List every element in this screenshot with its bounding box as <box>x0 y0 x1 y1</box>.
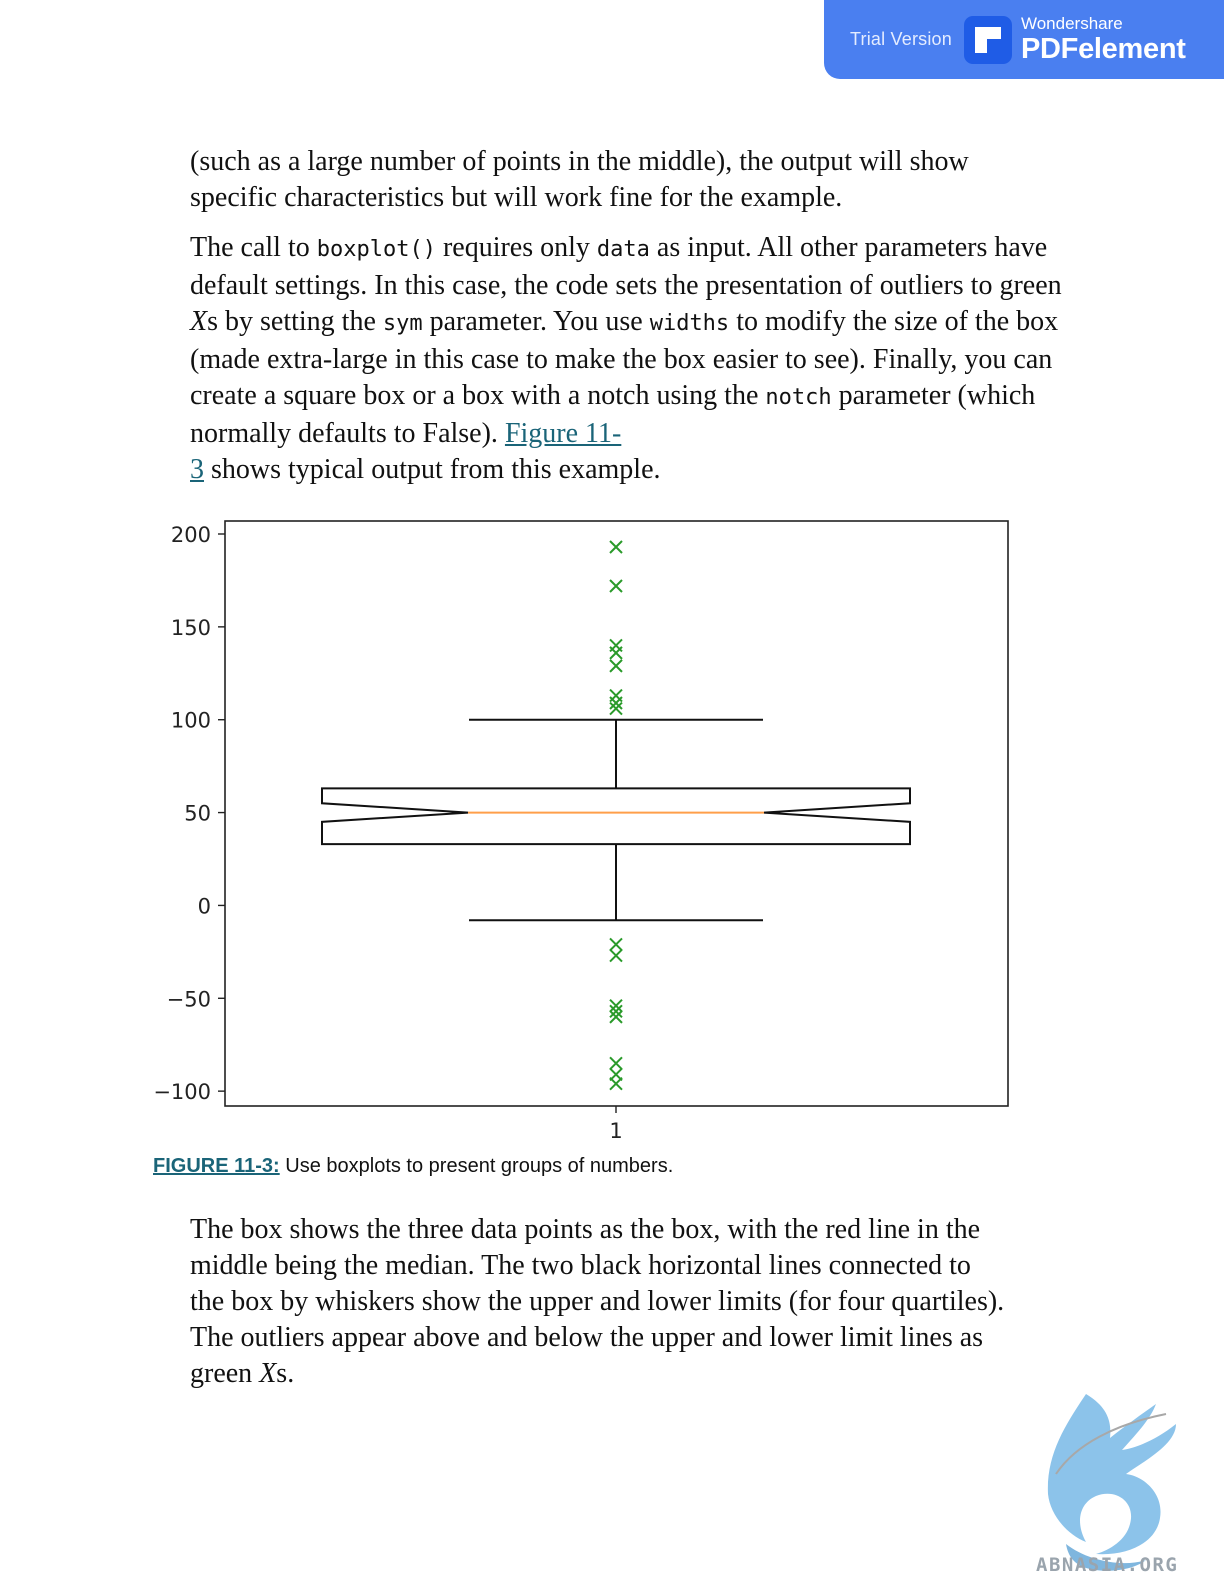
y-tick-label: 200 <box>171 523 211 547</box>
y-tick-label: 100 <box>171 709 211 733</box>
outlier-point <box>609 540 623 554</box>
code-data: data <box>596 237 650 262</box>
brand-large: PDFelement <box>1020 32 1186 65</box>
code-widths: widths <box>649 311 730 336</box>
outlier-point <box>609 1056 623 1070</box>
y-tick-label: 150 <box>171 616 211 640</box>
text-run: s by setting the <box>207 306 383 337</box>
griffin-logo-icon <box>1047 1394 1176 1571</box>
outlier-point <box>609 579 623 593</box>
figure-caption-label: FIGURE 11-3: <box>153 1155 280 1177</box>
text-line: specific characteristics but will work f… <box>190 182 843 213</box>
pdfelement-logo-icon <box>963 15 1012 64</box>
text-line: The box shows the three data points as t… <box>190 1214 981 1245</box>
outlier-point <box>609 1010 623 1024</box>
code-notch: notch <box>765 385 832 410</box>
outlier-point <box>609 1077 623 1091</box>
text-run: shows typical output from this example. <box>204 454 661 485</box>
text-run: parameter. You use <box>422 306 650 337</box>
text-line: The outliers appear above and below the … <box>190 1322 984 1353</box>
paragraph-intro: (such as a large number of points in the… <box>190 144 1070 216</box>
brand-name: Wondershare PDFelement <box>1020 13 1186 65</box>
boxplot-figure: 200 150 100 50 0 −50 −100 1 <box>153 520 1009 1143</box>
figure-link-part1: Figure 11- <box>504 418 622 449</box>
outlier-point <box>609 948 623 963</box>
figure-caption-text: Use boxplots to present groups of number… <box>279 1155 674 1177</box>
italic-x: X <box>259 1358 277 1389</box>
outlier-point <box>609 646 623 660</box>
outlier-point <box>609 1004 623 1018</box>
x-tick-label: 1 <box>609 1119 622 1143</box>
text-line: middle being the median. The two black h… <box>190 1250 971 1281</box>
paragraph-boxplot-call: The call to boxplot() requires only data… <box>190 230 1070 488</box>
outlier-point <box>609 696 623 710</box>
text-line: (such as a large number of points in the… <box>190 146 969 177</box>
trial-watermark-banner: Trial Version Wondershare PDFelement <box>824 0 1224 79</box>
y-tick-label: 50 <box>184 802 211 826</box>
notched-box <box>321 787 911 846</box>
outlier-point <box>609 659 623 673</box>
text-line: the box by whiskers show the upper and l… <box>190 1286 1005 1317</box>
paragraph-explanation: The box shows the three data points as t… <box>190 1212 1070 1392</box>
brand-small: Wondershare <box>1020 13 1123 33</box>
code-sym: sym <box>382 311 423 336</box>
italic-x: X <box>190 306 208 337</box>
y-tick-label: −50 <box>167 987 211 1011</box>
text-run: s. <box>276 1358 295 1389</box>
text-run: parameter (which normally defaults to Fa… <box>190 380 1036 449</box>
text-run: requires only <box>435 232 597 263</box>
outlier-point <box>609 701 623 716</box>
figure-link[interactable]: Figure 11- 3 <box>190 418 621 485</box>
text-run: as input. All other parameters have defa… <box>190 232 1062 301</box>
outlier-point <box>609 937 623 952</box>
y-tick-label: 0 <box>198 894 211 918</box>
figure-caption: FIGURE 11-3: Use boxplots to present gro… <box>153 1155 673 1178</box>
trial-version-label: Trial Version <box>850 29 952 49</box>
y-tick-label: −100 <box>153 1080 211 1104</box>
outlier-point <box>609 999 623 1013</box>
text-run: The call to <box>190 232 317 263</box>
code-boxplot: boxplot() <box>316 237 436 262</box>
text-run: green <box>190 1358 260 1389</box>
site-watermark-text: ABNASIA.ORG <box>1036 1554 1179 1576</box>
text-run: to modify the size of the box (made extr… <box>190 306 1059 411</box>
figure-link-part2: 3 <box>190 454 204 485</box>
